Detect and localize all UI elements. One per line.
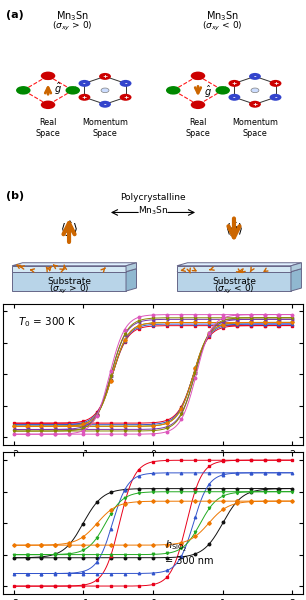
Circle shape <box>16 86 31 95</box>
Circle shape <box>229 80 240 87</box>
Polygon shape <box>291 269 301 291</box>
Text: (a): (a) <box>6 10 24 20</box>
Text: -: - <box>274 95 277 100</box>
Text: +: + <box>252 102 258 107</box>
Text: -: - <box>124 81 127 86</box>
Polygon shape <box>12 263 136 266</box>
Text: +: + <box>232 81 237 86</box>
Circle shape <box>270 80 282 87</box>
Text: (b): (b) <box>6 191 24 201</box>
Circle shape <box>249 101 261 108</box>
Circle shape <box>41 101 55 109</box>
Text: ($\sigma_{xy}$ > 0): ($\sigma_{xy}$ > 0) <box>49 283 89 296</box>
Polygon shape <box>12 266 126 272</box>
Circle shape <box>99 73 111 80</box>
Circle shape <box>191 71 205 80</box>
Polygon shape <box>177 269 301 272</box>
Circle shape <box>99 101 111 108</box>
Text: Substrate: Substrate <box>47 277 91 286</box>
Polygon shape <box>291 263 301 272</box>
Text: -: - <box>83 81 86 86</box>
Text: Polycrystalline
Mn$_3$Sn: Polycrystalline Mn$_3$Sn <box>120 193 186 217</box>
Circle shape <box>251 88 259 92</box>
X-axis label: $\mu_0H_z$ (T): $\mu_0H_z$ (T) <box>132 466 174 479</box>
Text: $h_{\mathrm{SiO_2}}$
= 300 nm: $h_{\mathrm{SiO_2}}$ = 300 nm <box>165 539 214 566</box>
Polygon shape <box>177 263 301 266</box>
Text: $\langle\hat{g}\rangle$: $\langle\hat{g}\rangle$ <box>225 220 243 239</box>
Text: Real
Space: Real Space <box>186 118 210 138</box>
Polygon shape <box>126 263 136 272</box>
Circle shape <box>166 86 181 95</box>
Text: Momentum
Space: Momentum Space <box>82 118 128 138</box>
Circle shape <box>191 101 205 109</box>
Text: Mn$_3$Sn: Mn$_3$Sn <box>56 10 88 23</box>
Text: Substrate: Substrate <box>212 277 256 286</box>
Text: $T_0$ = 300 K: $T_0$ = 300 K <box>18 315 77 329</box>
Circle shape <box>120 94 132 101</box>
Polygon shape <box>12 272 126 291</box>
Text: -: - <box>254 74 256 79</box>
Circle shape <box>79 94 90 101</box>
Text: $\langle\hat{g}\rangle$: $\langle\hat{g}\rangle$ <box>60 220 78 239</box>
Text: -: - <box>233 95 236 100</box>
Circle shape <box>65 86 80 95</box>
Circle shape <box>215 86 230 95</box>
Text: ($\sigma_{xy}$ < 0): ($\sigma_{xy}$ < 0) <box>214 283 254 296</box>
Text: +: + <box>123 95 128 100</box>
Circle shape <box>249 73 261 80</box>
Text: +: + <box>103 74 108 79</box>
Text: $\hat{g}$: $\hat{g}$ <box>54 80 62 97</box>
Circle shape <box>270 94 282 101</box>
Text: $\hat{g}$: $\hat{g}$ <box>204 84 212 100</box>
Text: ($\sigma_{xy}$ < 0): ($\sigma_{xy}$ < 0) <box>202 20 242 33</box>
Circle shape <box>101 88 109 92</box>
Circle shape <box>229 94 240 101</box>
Circle shape <box>120 80 132 87</box>
Polygon shape <box>177 266 291 272</box>
Text: Momentum
Space: Momentum Space <box>232 118 278 138</box>
Text: +: + <box>273 81 278 86</box>
Circle shape <box>41 71 55 80</box>
Text: ($\sigma_{xy}$ > 0): ($\sigma_{xy}$ > 0) <box>52 20 92 33</box>
Text: Real
Space: Real Space <box>36 118 60 138</box>
Circle shape <box>79 80 90 87</box>
Text: -: - <box>104 102 106 107</box>
Polygon shape <box>12 269 136 272</box>
Text: Mn$_3$Sn: Mn$_3$Sn <box>206 10 238 23</box>
Polygon shape <box>126 269 136 291</box>
Polygon shape <box>177 272 291 291</box>
Text: +: + <box>82 95 87 100</box>
